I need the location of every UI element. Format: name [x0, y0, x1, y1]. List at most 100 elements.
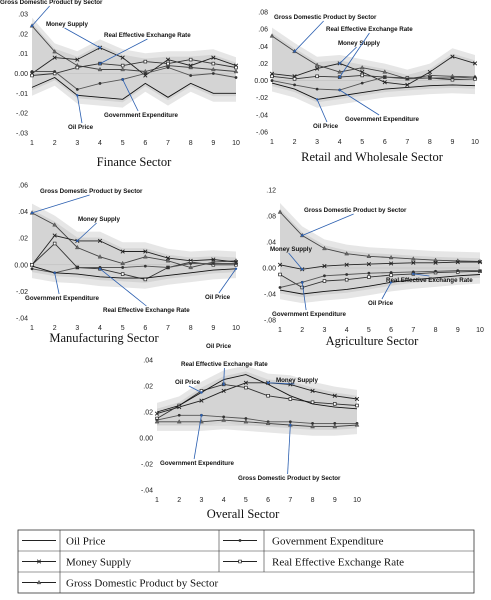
annotation-arrow [218, 268, 237, 294]
y-tick-label: -.04 [16, 316, 28, 323]
chart-title: Manufacturing Sector [49, 331, 159, 345]
data-point-gdp [310, 424, 315, 429]
data-point-gdp [221, 417, 227, 422]
y-tick-label: 0.00 [14, 262, 28, 269]
annotation-arrow [99, 38, 148, 64]
data-point-money [154, 411, 160, 416]
annotation-arrow [64, 27, 101, 49]
annotation-arrowhead [315, 98, 319, 101]
legend-marker-money [36, 559, 42, 564]
series-line-gov [279, 270, 480, 288]
y-tick-label: -.02 [256, 95, 268, 102]
data-point-gov [30, 70, 34, 73]
annotation-arrowhead [98, 46, 102, 49]
data-point-gov [189, 74, 193, 77]
data-point-reer [292, 77, 297, 81]
data-point-gdp [165, 258, 171, 263]
data-point-reer [266, 394, 270, 398]
data-point-money [455, 260, 460, 265]
annotation-arrow [339, 46, 357, 64]
x-tick-label: 8 [434, 327, 438, 334]
annotation-arrowhead [289, 423, 292, 427]
annotation-label: Oil Price [205, 294, 231, 301]
x-tick-label: 5 [367, 327, 371, 334]
annotation-arrow [193, 415, 202, 460]
series-line-gdp [157, 419, 358, 428]
confidence-band-inner [272, 33, 475, 103]
y-tick-label: -.02 [16, 289, 28, 296]
y-tick-label: .02 [143, 410, 153, 417]
data-point-money [165, 57, 171, 62]
data-point-money [382, 80, 387, 85]
annotation-arrowhead [338, 62, 341, 65]
annotation-arrow [99, 268, 147, 307]
x-tick-label: 6 [389, 327, 393, 334]
annotation-arrow [76, 95, 83, 124]
series-line-oil [31, 265, 237, 279]
x-tick-label: 7 [166, 325, 170, 332]
data-point-money [332, 393, 337, 398]
x-tick-label: 6 [143, 325, 147, 332]
y-tick-label: -.02 [141, 462, 153, 469]
chart-panel: .04 .02 .02 0.00 -.02 -.041 2 3 4 5 6 7 8 9 10 Real Eff… [139, 358, 361, 522]
data-point-gov [345, 273, 349, 276]
data-point-reer [278, 272, 282, 277]
data-point-gov [211, 72, 215, 75]
data-point-gov [478, 269, 482, 272]
data-point-reer [355, 403, 359, 408]
data-point-gov [222, 415, 226, 419]
annotation-label: Money Supply [46, 21, 88, 28]
data-point-gdp [97, 66, 103, 72]
data-point-gdp [344, 251, 350, 256]
y-tick-label: 0.00 [262, 266, 276, 273]
data-point-gdp [188, 264, 194, 270]
annotation-label: Government Expenditure [345, 116, 419, 123]
data-point-reer [30, 73, 34, 78]
y-tick-label: .08 [258, 10, 268, 17]
annotation-label: Oil Price [68, 124, 94, 131]
chart-title: Finance Sector [97, 155, 172, 169]
data-point-reer [300, 285, 304, 290]
data-point-reer [333, 402, 337, 406]
data-point-money [405, 82, 410, 87]
data-point-money [354, 396, 360, 402]
data-point-money [427, 69, 433, 75]
data-point-gov [75, 87, 79, 91]
x-tick-label: 3 [315, 139, 319, 146]
annotation-arrowhead [200, 414, 203, 417]
y-tick-label: -.04 [256, 112, 268, 119]
data-point-gov [143, 72, 147, 75]
data-point-gov [177, 413, 181, 417]
y-tick-label: .03 [18, 12, 28, 19]
confidence-band-inner [32, 22, 236, 103]
y-tick-label: -.04 [264, 292, 276, 299]
data-point-gov [428, 76, 432, 80]
y-tick-label: .02 [18, 31, 28, 38]
annotation-label: Oil Price [313, 123, 339, 130]
legend-label-oil: Oil Price [66, 536, 106, 548]
x-tick-label: 3 [199, 497, 203, 504]
annotation-arrowhead [222, 383, 225, 386]
x-tick-label: 8 [428, 139, 432, 146]
data-point-gdp [120, 260, 126, 266]
x-tick-label: 2 [177, 497, 181, 504]
annotation-arrow [413, 273, 430, 277]
data-point-gov [189, 262, 193, 265]
annotation-arrow [54, 272, 60, 295]
x-tick-label: 6 [143, 140, 147, 147]
annotation-arrow [301, 282, 307, 311]
data-point-money [165, 256, 171, 261]
data-point-money [211, 55, 216, 60]
data-point-gdp [410, 256, 416, 261]
x-tick-label: 10 [353, 497, 361, 504]
y-tick-label: .06 [18, 183, 28, 190]
data-point-gov [234, 262, 238, 265]
extra-label: Oil Price [206, 343, 232, 350]
x-tick-label: 10 [232, 325, 240, 332]
series-line-gov [32, 67, 237, 90]
x-tick-label: 1 [30, 140, 34, 147]
annotation-arrowhead [301, 234, 304, 237]
legend-label-reer: Real Effective Exchange Rate [272, 557, 404, 569]
data-point-gdp [332, 424, 338, 429]
data-point-money [433, 260, 438, 265]
